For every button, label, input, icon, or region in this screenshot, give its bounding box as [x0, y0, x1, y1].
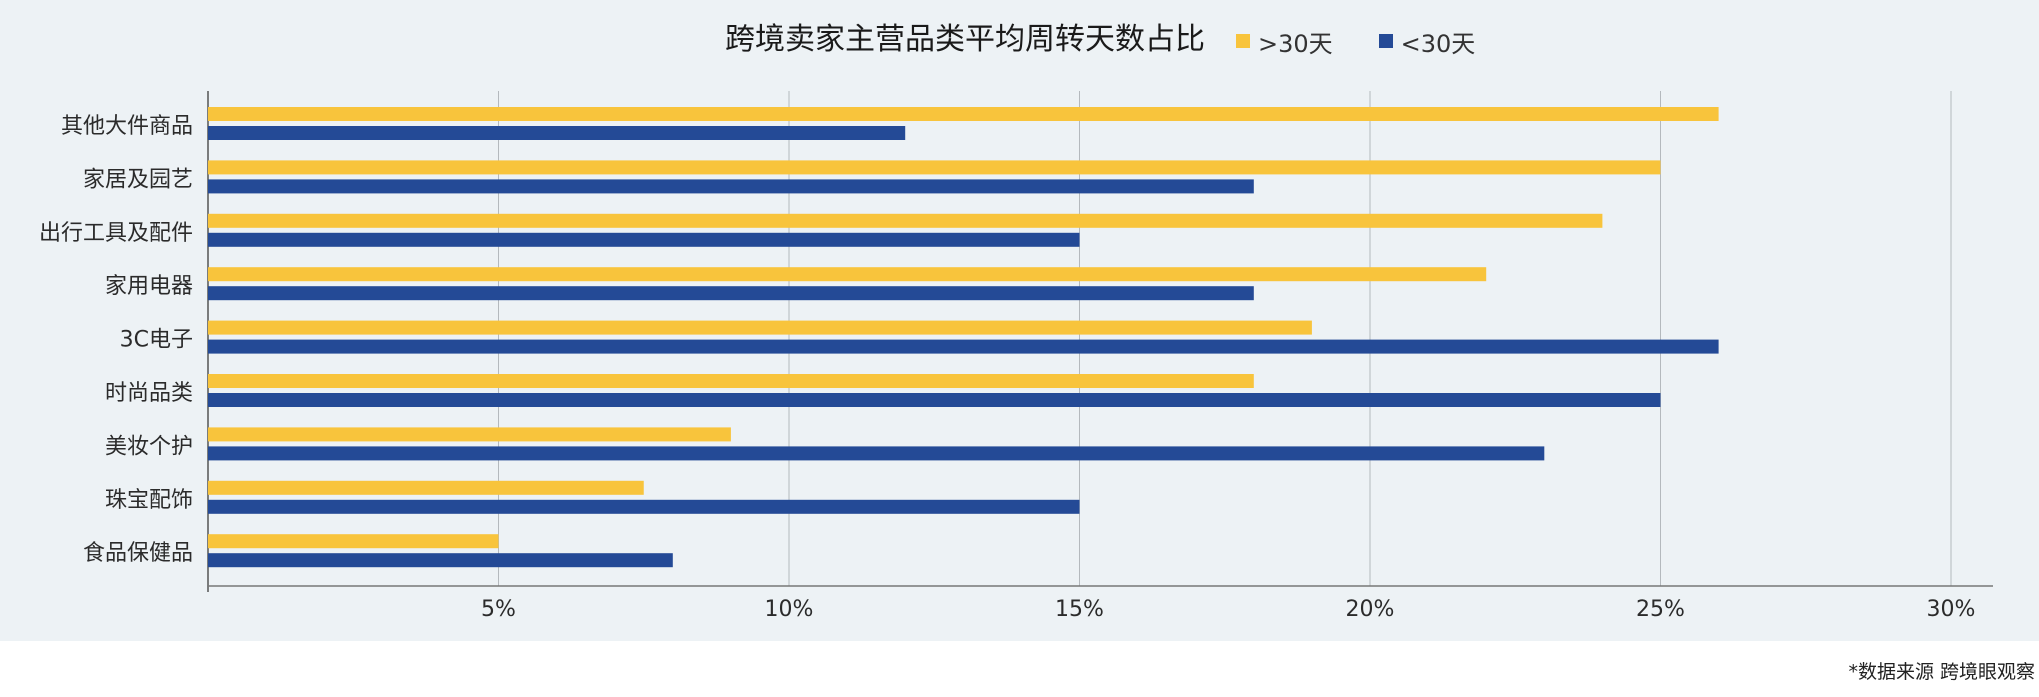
- category-label: 出行工具及配件: [39, 221, 193, 246]
- legend-swatch-under-30: [1378, 34, 1393, 48]
- bar-over-30: [208, 534, 499, 549]
- bar-over-30: [208, 374, 1254, 388]
- bar-over-30: [208, 107, 1719, 121]
- bar-under-30: [208, 393, 1661, 407]
- chart-legend: >30天 <30天: [1236, 24, 1521, 58]
- category-label: 家居及园艺: [83, 167, 193, 192]
- source-note: *数据来源 跨境眼观察: [1848, 661, 2035, 683]
- x-tick-label: 15%: [1055, 597, 1104, 622]
- bar-over-30: [208, 160, 1661, 175]
- category-label: 时尚品类: [105, 381, 193, 406]
- bar-under-30: [208, 339, 1719, 354]
- chart-title: 跨境卖家主营品类平均周转天数占比: [725, 22, 1205, 57]
- bar-over-30: [208, 213, 1603, 228]
- legend-swatch-over-30: [1236, 34, 1250, 48]
- bar-under-30: [208, 553, 673, 568]
- bar-under-30: [208, 446, 1545, 461]
- chart-panel: [0, 0, 2039, 641]
- bar-over-30: [208, 427, 731, 442]
- x-tick-label: 30%: [1927, 597, 1976, 622]
- bar-under-30: [208, 232, 1080, 247]
- x-tick-label: 20%: [1346, 597, 1395, 622]
- x-tick-label: 10%: [765, 597, 814, 622]
- bar-over-30: [208, 267, 1487, 282]
- x-tick-label: 5%: [481, 597, 516, 622]
- bar-over-30: [208, 320, 1312, 335]
- legend-item-under-30: <30天: [1378, 24, 1476, 59]
- legend-label-over-30: >30天: [1258, 29, 1333, 58]
- category-label: 家用电器: [105, 274, 193, 299]
- bar-under-30: [208, 499, 1080, 514]
- bar-under-30: [208, 179, 1254, 194]
- bar-under-30: [208, 286, 1254, 301]
- category-label: 食品保健品: [83, 541, 193, 566]
- category-label: 珠宝配饰: [105, 488, 193, 513]
- legend-item-over-30: >30天: [1236, 24, 1333, 59]
- category-label: 其他大件商品: [61, 114, 193, 139]
- category-label: 美妆个护: [105, 434, 193, 459]
- bar-over-30: [208, 480, 644, 495]
- bar-under-30: [208, 126, 906, 140]
- category-label: 3C电子: [120, 328, 193, 353]
- x-tick-label: 25%: [1636, 597, 1685, 622]
- legend-label-under-30: <30天: [1400, 29, 1476, 58]
